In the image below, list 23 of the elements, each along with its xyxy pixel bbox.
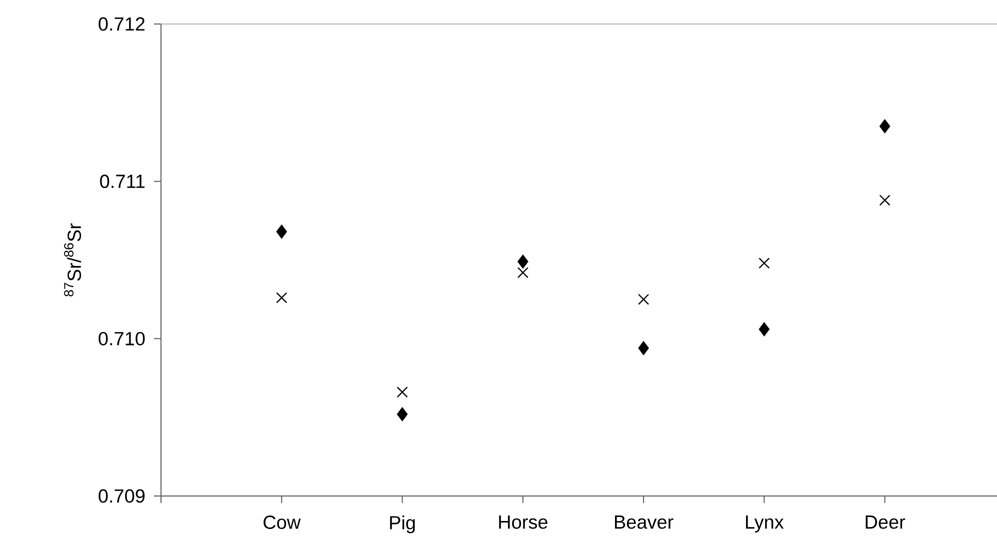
point	[517, 254, 528, 269]
point	[396, 406, 408, 422]
x-tick-label: Lynx	[746, 516, 784, 533]
x-tick-label: Pig	[390, 516, 415, 534]
y-tick-label: 0.709	[98, 489, 145, 503]
x-tick-label: Cow	[264, 516, 301, 529]
point	[638, 294, 650, 305]
y-tick-label: 0.711	[100, 174, 145, 188]
y-tick-label: 0.712	[98, 17, 145, 31]
point	[276, 292, 288, 304]
point	[517, 267, 528, 278]
point	[758, 322, 770, 336]
point	[638, 340, 649, 356]
y-axis-title: $^{87}$Sr/$^{86}$Sr	[64, 223, 82, 296]
point	[396, 386, 408, 398]
point	[879, 119, 890, 134]
x-tick-label: Horse	[499, 516, 548, 529]
point	[758, 258, 770, 269]
x-tick-label: Deer	[866, 516, 906, 529]
point	[879, 194, 890, 206]
x-tick-label: Beaver	[615, 516, 674, 529]
point	[276, 224, 288, 239]
y-tick-label: 0.710	[98, 332, 145, 346]
